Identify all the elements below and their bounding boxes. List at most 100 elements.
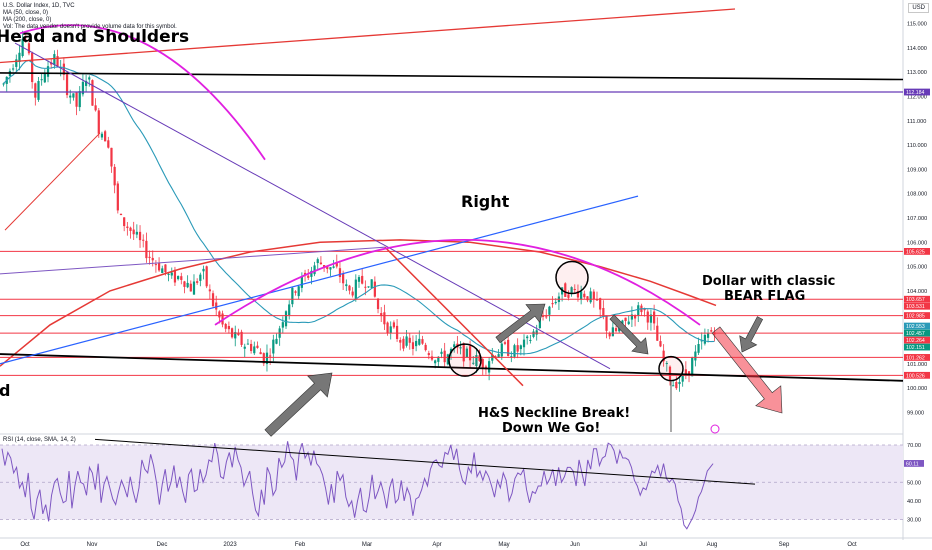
candle[interactable] bbox=[630, 306, 634, 328]
candle[interactable] bbox=[253, 341, 256, 356]
candle[interactable] bbox=[237, 328, 240, 336]
candle[interactable] bbox=[465, 346, 469, 358]
candle[interactable] bbox=[497, 349, 500, 358]
candle[interactable] bbox=[265, 344, 269, 372]
candle[interactable] bbox=[700, 332, 703, 350]
candle[interactable] bbox=[240, 329, 243, 348]
candle[interactable] bbox=[192, 274, 196, 295]
candle[interactable] bbox=[532, 329, 535, 339]
candle[interactable] bbox=[367, 286, 370, 289]
candle[interactable] bbox=[316, 257, 319, 270]
candle[interactable] bbox=[262, 352, 265, 367]
candle[interactable] bbox=[145, 232, 148, 263]
candle[interactable] bbox=[113, 164, 116, 194]
candle[interactable] bbox=[110, 147, 113, 173]
candle[interactable] bbox=[97, 108, 100, 138]
candle[interactable] bbox=[154, 260, 158, 273]
candle[interactable] bbox=[395, 319, 399, 342]
currency-selector[interactable]: USD bbox=[908, 3, 929, 13]
candle[interactable] bbox=[50, 58, 53, 69]
candle[interactable] bbox=[100, 131, 104, 140]
candle[interactable] bbox=[129, 226, 132, 239]
candle[interactable] bbox=[564, 282, 567, 298]
candle[interactable] bbox=[224, 322, 227, 333]
candle[interactable] bbox=[453, 341, 456, 353]
candle[interactable] bbox=[78, 86, 81, 112]
highlight-circle[interactable] bbox=[658, 355, 684, 382]
purple-short-line[interactable] bbox=[0, 246, 386, 275]
candle[interactable] bbox=[313, 261, 316, 277]
candle[interactable] bbox=[411, 335, 415, 356]
candle[interactable] bbox=[65, 71, 69, 99]
candle[interactable] bbox=[329, 267, 332, 277]
projection-arrow[interactable] bbox=[711, 326, 783, 414]
upper-red-trendline[interactable] bbox=[0, 8, 736, 64]
candle[interactable] bbox=[592, 289, 595, 308]
candle[interactable] bbox=[189, 280, 192, 292]
candle[interactable] bbox=[706, 328, 710, 343]
candle[interactable] bbox=[478, 349, 481, 362]
candle[interactable] bbox=[573, 284, 576, 294]
candle[interactable] bbox=[710, 327, 713, 333]
candle[interactable] bbox=[529, 335, 532, 344]
candle[interactable] bbox=[18, 44, 21, 71]
candle[interactable] bbox=[24, 33, 27, 43]
candle[interactable] bbox=[31, 51, 34, 89]
candle[interactable] bbox=[440, 348, 443, 359]
candle[interactable] bbox=[43, 69, 46, 84]
candle[interactable] bbox=[335, 254, 338, 269]
candle[interactable] bbox=[72, 93, 75, 101]
candle[interactable] bbox=[437, 356, 440, 367]
candle[interactable] bbox=[167, 271, 170, 282]
candle[interactable] bbox=[399, 337, 402, 351]
candle[interactable] bbox=[678, 375, 681, 392]
candle[interactable] bbox=[62, 57, 65, 81]
candle[interactable] bbox=[402, 336, 405, 352]
candle[interactable] bbox=[570, 286, 573, 297]
candle[interactable] bbox=[338, 260, 342, 283]
candle[interactable] bbox=[659, 335, 662, 348]
ma200-line[interactable] bbox=[0, 239, 717, 367]
candle[interactable] bbox=[259, 348, 262, 355]
candle[interactable] bbox=[272, 334, 275, 362]
candle[interactable] bbox=[319, 256, 323, 265]
candle[interactable] bbox=[40, 72, 43, 86]
candle[interactable] bbox=[392, 320, 396, 329]
candle[interactable] bbox=[202, 265, 205, 280]
candle[interactable] bbox=[697, 337, 700, 356]
rsi-trendline[interactable] bbox=[94, 438, 756, 485]
candle[interactable] bbox=[281, 316, 284, 334]
candle[interactable] bbox=[637, 302, 640, 323]
candle[interactable] bbox=[186, 275, 189, 289]
blue-trendline[interactable] bbox=[0, 195, 639, 365]
candle[interactable] bbox=[516, 338, 519, 359]
candle[interactable] bbox=[227, 321, 231, 334]
candle[interactable] bbox=[148, 250, 151, 265]
candle[interactable] bbox=[646, 309, 649, 330]
arrow-up-left[interactable] bbox=[264, 372, 333, 437]
candle[interactable] bbox=[75, 91, 78, 116]
candle[interactable] bbox=[703, 328, 707, 346]
candle[interactable] bbox=[177, 275, 180, 281]
candle[interactable] bbox=[88, 75, 91, 87]
candle[interactable] bbox=[383, 304, 386, 330]
candle[interactable] bbox=[567, 290, 570, 301]
candle[interactable] bbox=[691, 356, 694, 377]
candle[interactable] bbox=[421, 335, 424, 345]
candle[interactable] bbox=[208, 284, 211, 300]
candle[interactable] bbox=[275, 333, 278, 345]
candle[interactable] bbox=[380, 307, 383, 322]
candle[interactable] bbox=[605, 315, 608, 339]
candle[interactable] bbox=[34, 82, 37, 106]
candle[interactable] bbox=[199, 272, 202, 287]
candle[interactable] bbox=[589, 287, 592, 304]
candle[interactable] bbox=[354, 274, 357, 302]
rsi-line[interactable] bbox=[1, 441, 714, 530]
candle[interactable] bbox=[142, 234, 145, 248]
upper-black-trendline[interactable] bbox=[0, 72, 904, 81]
candle[interactable] bbox=[132, 221, 135, 241]
descending-red-line[interactable] bbox=[384, 246, 524, 387]
ma50-line[interactable] bbox=[3, 59, 715, 355]
candle[interactable] bbox=[361, 268, 364, 285]
candle[interactable] bbox=[180, 272, 183, 285]
